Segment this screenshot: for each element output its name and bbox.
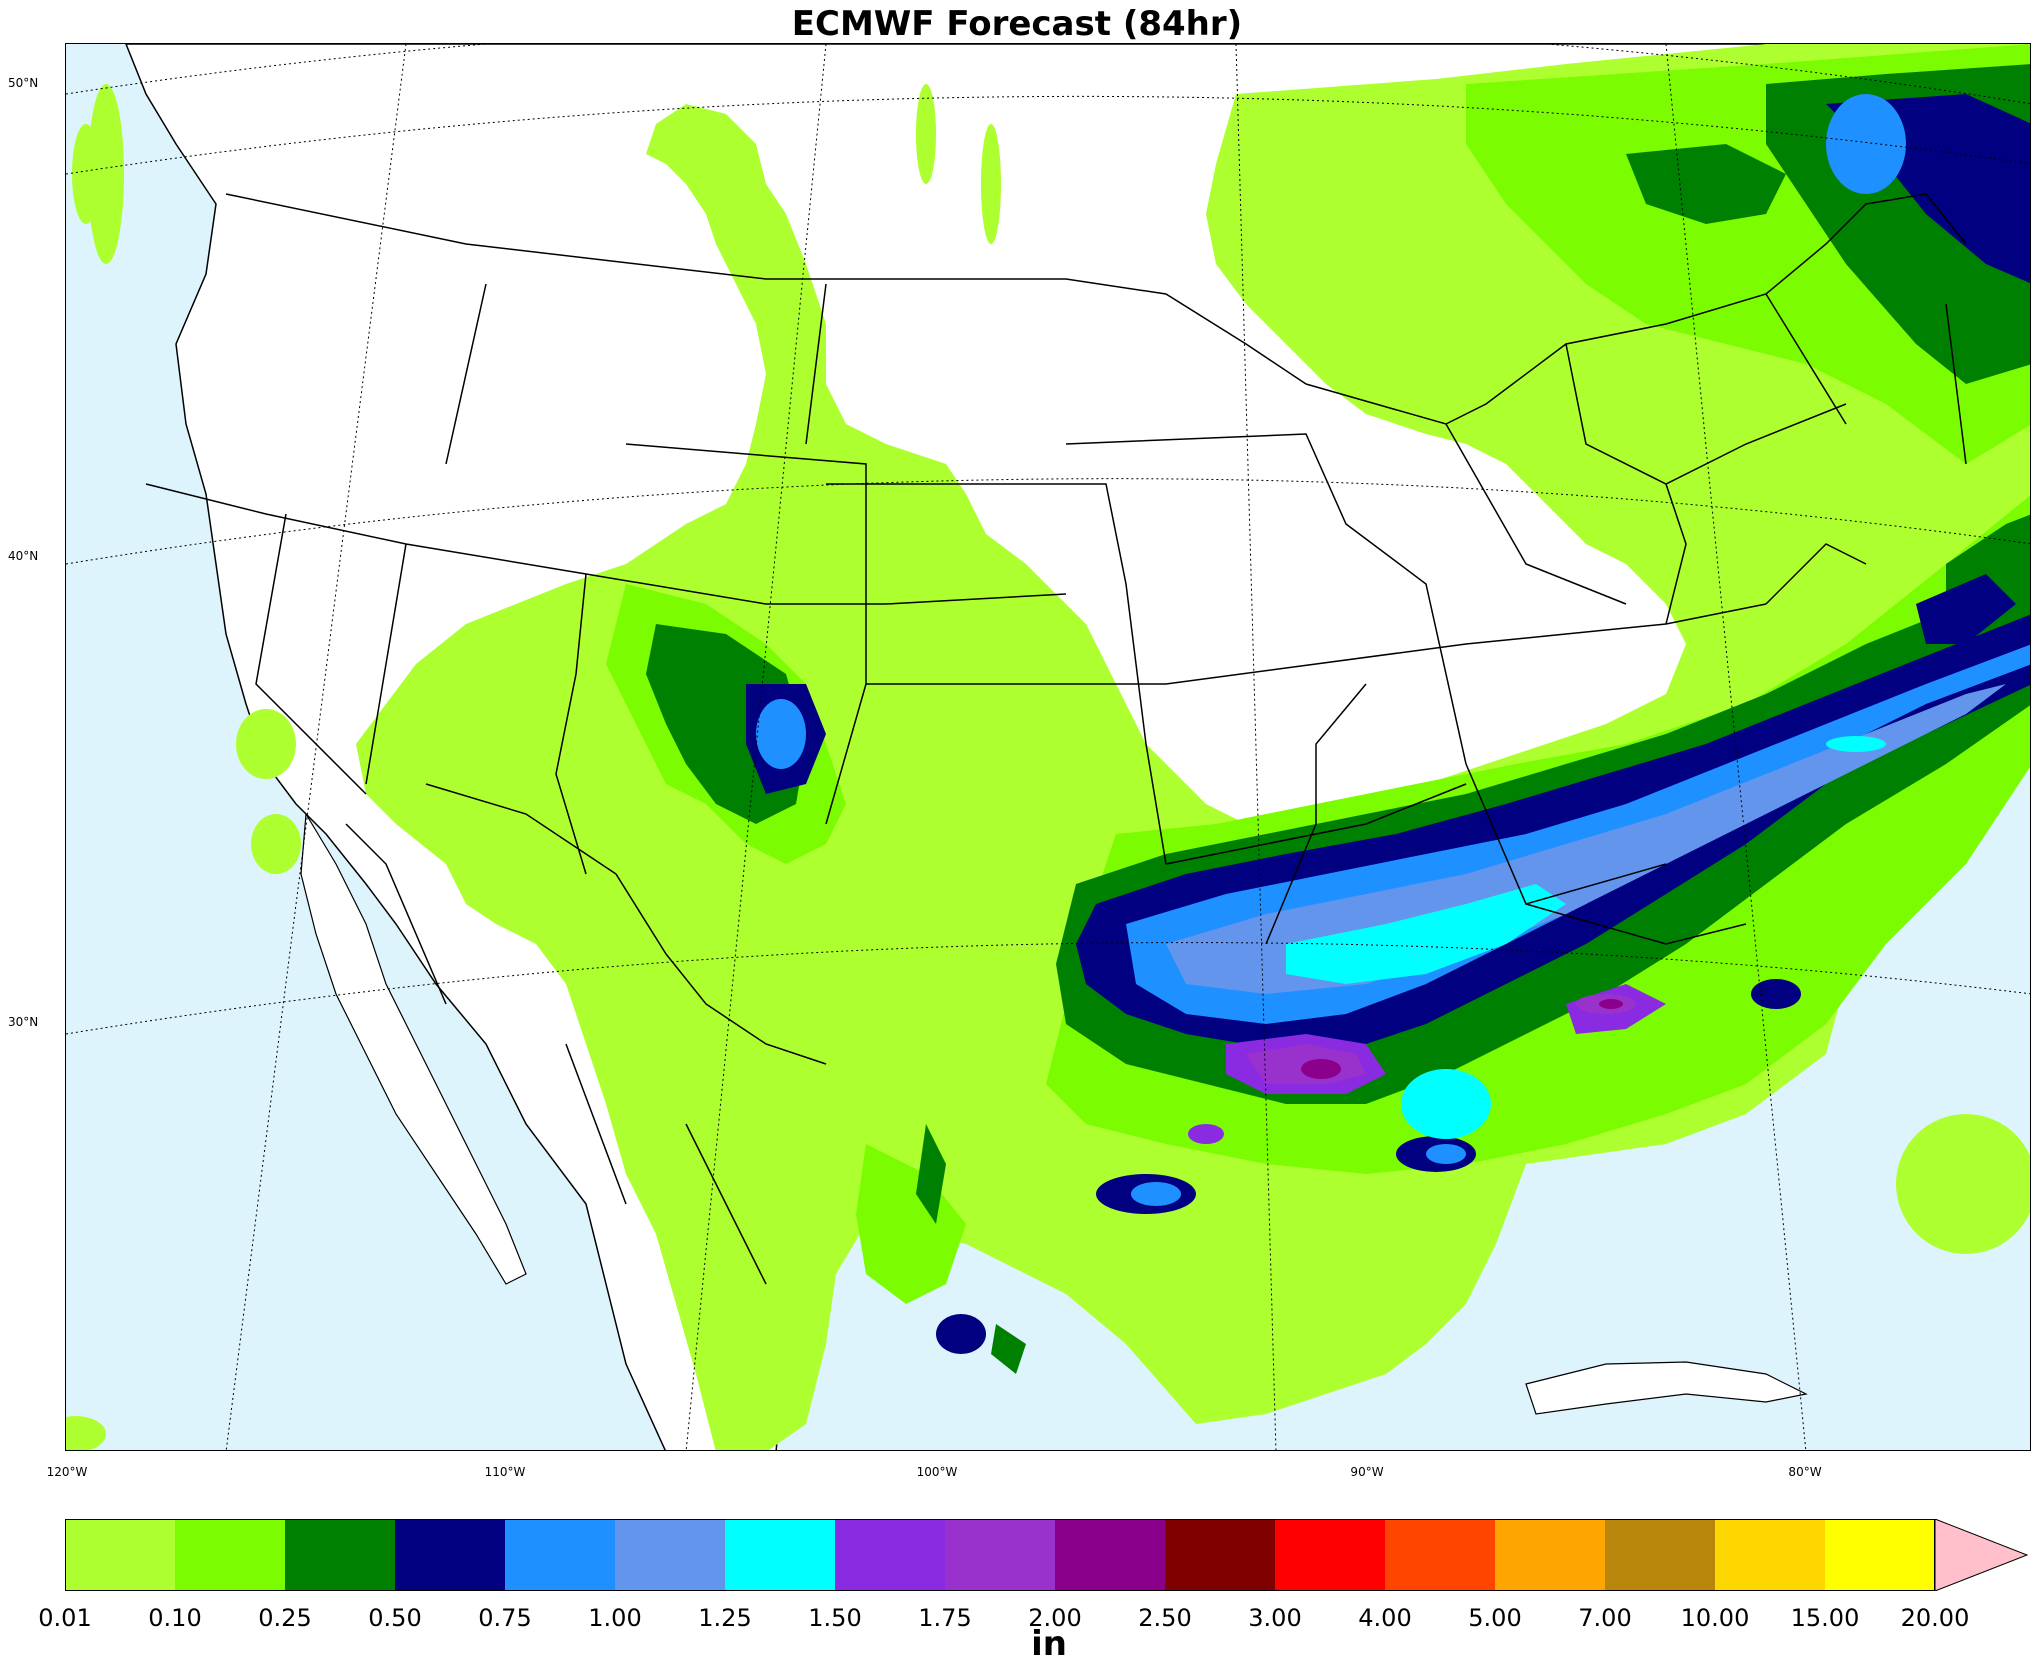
lon-label-100w: 100°W [916,1465,958,1479]
precipitation-map [65,43,2031,1451]
colorbar-segment [1715,1519,1825,1591]
colorbar-tick-label: 20.00 [1900,1604,1970,1632]
colorbar-tick-label: 4.00 [1358,1604,1412,1632]
colorbar-segment [945,1519,1055,1591]
colorbar-tick-label: 1.00 [588,1604,642,1632]
map-title: ECMWF Forecast (84hr) [791,4,1243,44]
colorbar-tick-label: 10.00 [1680,1604,1750,1632]
colorbar-extend-arrow [1934,1519,2029,1591]
colorbar-segment [1275,1519,1385,1591]
colorbar-segment [1385,1519,1495,1591]
colorbar-segment [1825,1519,1935,1591]
colorbar-tick-label: 15.00 [1790,1604,1860,1632]
colorbar-tick-label: 0.01 [38,1604,92,1632]
precip-2.00 [1301,999,1623,1079]
lon-label-90w: 90°W [1350,1465,1384,1479]
colorbar-tick-label: 0.25 [258,1604,312,1632]
colorbar-tick-label: 0.75 [478,1604,532,1632]
colorbar-segment [835,1519,945,1591]
lon-label-120w: 120°W [46,1465,88,1479]
colorbar-outline [65,1519,1935,1591]
colorbar-tick-label: 7.00 [1578,1604,1632,1632]
colorbar-tick-label: 1.75 [918,1604,972,1632]
colorbar-segment [1605,1519,1715,1591]
colorbar-tick-label: 1.50 [808,1604,862,1632]
colorbar-unit-label: in [1031,1624,1067,1664]
colorbar-tick-label: 2.50 [1138,1604,1192,1632]
colorbar-graphic [65,1519,2029,1591]
colorbar-tick-label: 5.00 [1468,1604,1522,1632]
colorbar-segment [1165,1519,1275,1591]
lon-label-110w: 110°W [484,1465,526,1479]
precip-1.00 [1166,684,2006,994]
colorbar-segment [615,1519,725,1591]
colorbar-tick-label: 0.50 [368,1604,422,1632]
colorbar-segment [395,1519,505,1591]
precip-1.25 [1286,736,1886,1139]
map-canvas [66,44,2030,1450]
lat-label-50: 50°N [8,76,39,90]
colorbar-tick-label: 1.25 [698,1604,752,1632]
cuba [1525,1361,1808,1415]
colorbar-tick-label: 2.00 [1028,1604,1082,1632]
colorbar-segment [65,1519,175,1591]
lon-label-80w: 80°W [1788,1465,1822,1479]
colorbar-segment [175,1519,285,1591]
colorbar [65,1519,2034,1591]
lat-label-30: 30°N [8,1015,39,1029]
colorbar-tick-label: 0.10 [148,1604,202,1632]
political-boundaries [145,193,1967,1285]
baja-california [300,812,527,1285]
lat-label-40: 40°N [8,549,39,563]
colorbar-segment [285,1519,395,1591]
colorbar-segment [1055,1519,1165,1591]
colorbar-tick-label: 3.00 [1248,1604,1302,1632]
colorbar-segment [725,1519,835,1591]
graticule [66,44,2030,1450]
colorbar-segment [505,1519,615,1591]
colorbar-segment [1495,1519,1605,1591]
